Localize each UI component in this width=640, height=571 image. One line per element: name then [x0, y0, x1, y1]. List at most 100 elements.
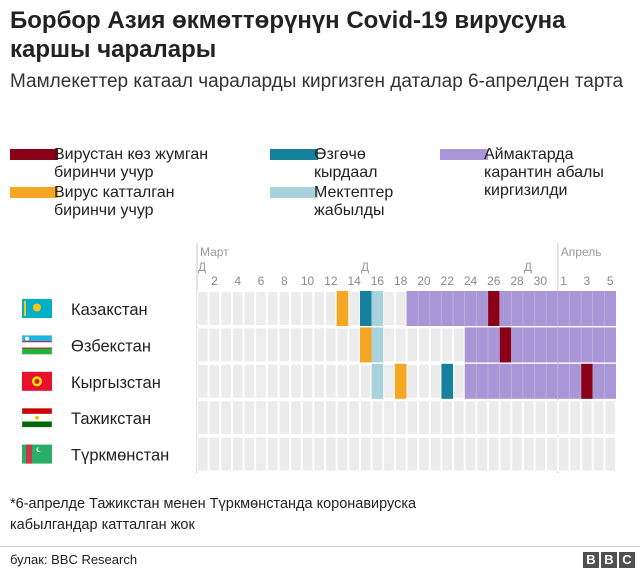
timeline-cell	[464, 400, 477, 436]
event-marker-emergency	[359, 291, 372, 326]
timeline-cell	[499, 436, 512, 472]
timeline-cell	[464, 436, 477, 472]
timeline-cell	[325, 400, 337, 436]
timeline-cell	[301, 291, 314, 326]
timeline-cell	[220, 327, 232, 363]
timeline-cell	[255, 436, 267, 472]
timeline-cell	[546, 400, 558, 436]
timeline-cell	[243, 436, 256, 472]
timeline-cell	[557, 436, 570, 472]
timeline-cell	[255, 327, 267, 363]
timeline-cell	[325, 291, 337, 326]
timeline-cell	[487, 400, 500, 436]
timeline-cell	[325, 436, 337, 472]
legend-label: биринчи учур	[54, 202, 154, 219]
timeline-cell	[231, 363, 244, 399]
event-marker-first_case	[359, 327, 372, 363]
timeline-cell	[371, 436, 384, 472]
timeline-cell	[383, 400, 395, 436]
legend-label: биринчи учур	[54, 164, 154, 181]
timeline-cell	[534, 400, 547, 436]
timeline-cell	[266, 436, 279, 472]
timeline-cell	[453, 436, 465, 472]
tick-label: 14	[347, 274, 361, 288]
event-marker-emergency	[441, 363, 454, 399]
timeline-cell	[557, 400, 570, 436]
timeline-cell	[511, 400, 523, 436]
timeline-cell	[266, 363, 279, 399]
timeline-cell	[290, 363, 302, 399]
tick-label: 28	[510, 274, 524, 288]
timeline-cell	[278, 291, 291, 326]
timeline-cell	[220, 291, 232, 326]
legend-label: Мектептер	[314, 184, 394, 201]
timeline-cell	[453, 400, 465, 436]
timeline-cell	[220, 436, 232, 472]
timeline-cell	[290, 400, 302, 436]
timeline-cell	[220, 363, 232, 399]
timeline-cell	[243, 363, 256, 399]
timeline-cell	[383, 327, 395, 363]
timeline-cell	[592, 400, 605, 436]
tick-label: 1	[560, 274, 567, 288]
timeline-cell	[604, 436, 616, 472]
chart-title: Борбор Азия өкмөттөрүнүн Covid-19 вирусу…	[10, 7, 566, 63]
timeline-cell	[278, 400, 291, 436]
timeline-cell	[383, 291, 395, 326]
timeline-cell	[243, 291, 256, 326]
timeline-cell	[336, 363, 349, 399]
timeline-cell	[453, 363, 465, 399]
timeline-cell	[278, 436, 291, 472]
timeline-cell	[313, 436, 326, 472]
timeline-cell	[429, 363, 442, 399]
timeline-cell	[394, 327, 407, 363]
timeline-cell	[359, 400, 372, 436]
timeline-cell	[441, 327, 454, 363]
timeline-cell	[418, 436, 430, 472]
timeline-cell	[359, 436, 372, 472]
timeline-cell	[197, 327, 209, 363]
timeline-cell	[348, 363, 360, 399]
tj-flag-icon	[21, 407, 53, 428]
week-marker-label: Д	[524, 260, 532, 274]
timeline-cell	[266, 291, 279, 326]
timeline-cell	[336, 327, 349, 363]
month-label: Март	[200, 245, 229, 259]
timeline-cell	[197, 363, 209, 399]
timeline-cell	[394, 400, 407, 436]
timeline-cell	[348, 327, 360, 363]
tick-label: 3	[584, 274, 591, 288]
timeline-cell	[394, 436, 407, 472]
month-label: Апрель	[561, 245, 602, 259]
legend-label: Аймактарда	[484, 146, 574, 163]
timeline-cell	[441, 436, 454, 472]
tick-label: 18	[394, 274, 408, 288]
timeline-cell	[487, 436, 500, 472]
timeline-cell	[581, 436, 593, 472]
legend-label: Вирус катталган	[54, 184, 175, 201]
timeline-cell	[476, 436, 488, 472]
timeline-cell	[313, 363, 326, 399]
timeline-cell	[418, 400, 430, 436]
timeline-cell	[197, 291, 209, 326]
timeline-cell	[336, 436, 349, 472]
tick-label: 12	[324, 274, 338, 288]
timeline-cell	[231, 327, 244, 363]
legend-label: Өзгөчө	[314, 146, 366, 163]
timeline-cell	[325, 363, 337, 399]
timeline-cell	[418, 327, 430, 363]
timeline-cell	[511, 436, 523, 472]
timeline-cell	[231, 291, 244, 326]
tick-label: 5	[607, 274, 614, 288]
country-label: Өзбекстан	[71, 337, 151, 355]
event-marker-first_death	[499, 327, 512, 363]
timeline-cell	[243, 327, 256, 363]
legend-label: жабылды	[314, 202, 385, 219]
legend-swatch-schools	[270, 187, 318, 198]
timeline-cell	[348, 291, 360, 326]
bbc-logo-letter: B	[583, 552, 599, 568]
event-marker-schools	[371, 291, 384, 326]
timeline-cell	[441, 400, 454, 436]
timeline-cell	[336, 400, 349, 436]
timeline-cell	[604, 400, 616, 436]
